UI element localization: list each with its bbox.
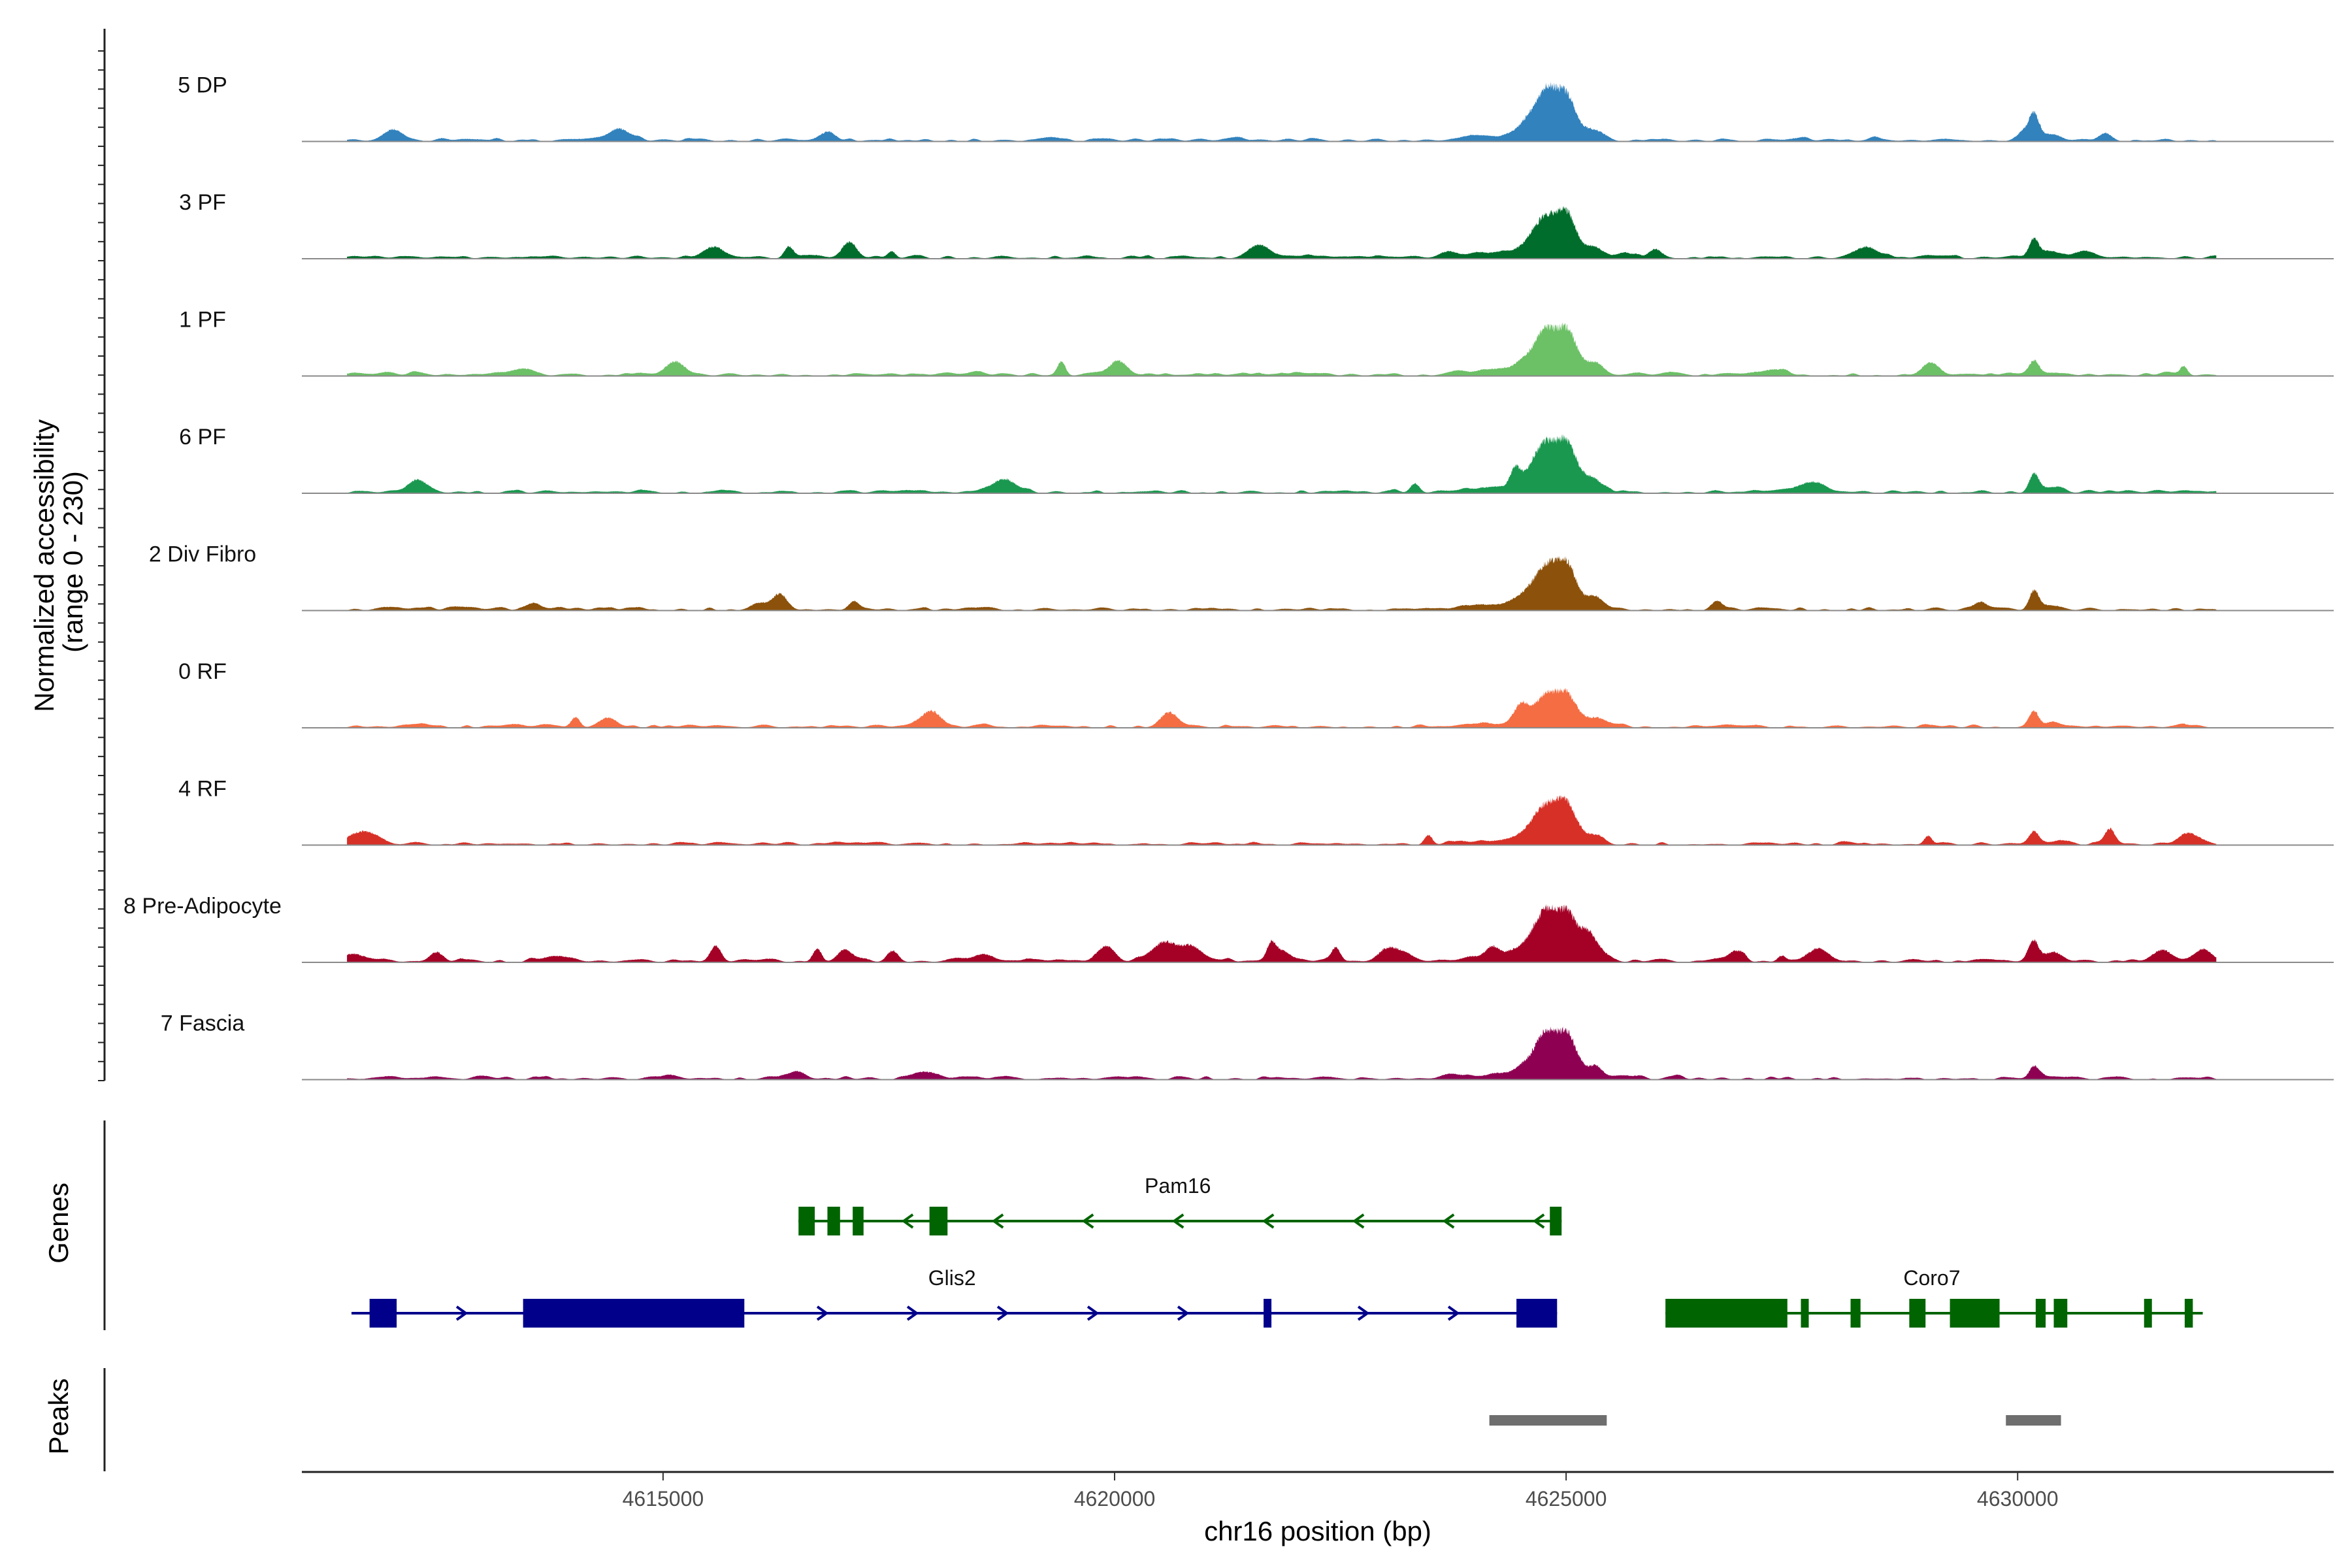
exon <box>798 1207 815 1235</box>
exon <box>929 1207 948 1235</box>
strand-arrow <box>1442 1213 1455 1229</box>
axes: 4615000 4620000 4625000 4630000 <box>98 29 2334 1511</box>
coverage-area <box>347 82 2217 142</box>
coverage-area <box>347 1026 2217 1080</box>
gene-label: Pam16 <box>1145 1174 1211 1198</box>
strand-arrow <box>1532 1213 1545 1229</box>
exon <box>2144 1299 2152 1328</box>
strand-arrow <box>1081 1213 1094 1229</box>
track-label: 4 RF <box>178 777 227 802</box>
track-label: 5 DP <box>178 73 227 98</box>
exon <box>827 1207 840 1235</box>
coverage-area <box>347 556 2217 611</box>
track-label: 7 Fascia <box>161 1011 245 1036</box>
strand-arrow <box>455 1305 468 1321</box>
track-3-pf: 3 PF <box>179 190 2334 259</box>
coverage-area <box>347 688 2217 728</box>
strand-arrow <box>996 1305 1009 1321</box>
track-0-rf: 0 RF <box>178 659 2334 728</box>
x-tick-label: 4615000 <box>623 1487 704 1511</box>
peaks-panel <box>1489 1415 2061 1426</box>
coverage-area <box>347 904 2217 962</box>
gene-coro7: Coro7 <box>1665 1266 2203 1328</box>
x-tick-label: 4625000 <box>1526 1487 1607 1511</box>
genes-panel: Pam16 Glis2 Coro7 <box>351 1174 2203 1328</box>
exon <box>1550 1207 1562 1235</box>
exon <box>2184 1299 2193 1328</box>
strand-arrow <box>816 1305 829 1321</box>
y-axis-title: Normalized accessibility (range 0 - 230) <box>29 412 88 712</box>
strand-arrow <box>1086 1305 1100 1321</box>
y-axis-title-line1: Normalized accessibility <box>29 419 59 712</box>
gene-pam16: Pam16 <box>798 1174 1562 1235</box>
track-8-pre-adipocyte: 8 Pre-Adipocyte <box>123 894 2334 963</box>
exon <box>2053 1299 2068 1328</box>
peaks-panel-title: Peaks <box>43 1379 74 1455</box>
coverage-area <box>347 322 2217 376</box>
y-axis-title-line2: (range 0 - 230) <box>57 471 88 653</box>
exon <box>1850 1299 1861 1328</box>
gene-glis2: Glis2 <box>351 1266 1558 1328</box>
strand-arrow <box>901 1213 914 1229</box>
strand-arrow <box>991 1213 1004 1229</box>
track-5-dp: 5 DP <box>178 73 2334 142</box>
track-label: 2 Div Fibro <box>149 542 256 567</box>
strand-arrow <box>1447 1305 1460 1321</box>
coverage-area <box>347 434 2217 493</box>
coverage-tracks: 5 DP 3 PF 1 PF 6 PF 2 Div Fibro 0 RF 4 RF 8 Pre… <box>123 73 2334 1081</box>
exon <box>2035 1299 2046 1328</box>
track-label: 6 PF <box>179 425 226 449</box>
genes-panel-title: Genes <box>43 1183 74 1264</box>
track-2-div-fibro: 2 Div Fibro <box>149 542 2334 612</box>
peak-region <box>1489 1415 1607 1426</box>
strand-arrow <box>1171 1213 1184 1229</box>
x-tick-label: 4620000 <box>1074 1487 1156 1511</box>
track-6-pf: 6 PF <box>179 425 2334 494</box>
strand-arrow <box>1352 1213 1365 1229</box>
peak-region <box>2006 1415 2061 1426</box>
exon <box>853 1207 864 1235</box>
gene-label: Coro7 <box>1903 1266 1960 1290</box>
exon <box>523 1299 745 1328</box>
strand-arrow <box>1262 1213 1275 1229</box>
strand-arrow <box>906 1305 919 1321</box>
track-4-rf: 4 RF <box>178 777 2334 846</box>
exon <box>1264 1299 1272 1328</box>
exon <box>1950 1299 2000 1328</box>
exon <box>1909 1299 1926 1328</box>
track-label: 1 PF <box>179 308 226 333</box>
track-label: 0 RF <box>178 659 227 684</box>
coverage-area <box>347 794 2217 845</box>
track-7-fascia: 7 Fascia <box>161 1011 2334 1081</box>
exon <box>1665 1299 1788 1328</box>
strand-arrow <box>1177 1305 1190 1321</box>
coverage-area <box>347 206 2217 259</box>
track-1-pf: 1 PF <box>179 308 2334 377</box>
strand-arrow <box>1357 1305 1370 1321</box>
x-tick-label: 4630000 <box>1977 1487 2059 1511</box>
track-label: 3 PF <box>179 190 226 215</box>
x-axis-title: chr16 position (bp) <box>1204 1516 1431 1546</box>
exon <box>1801 1299 1809 1328</box>
track-label: 8 Pre-Adipocyte <box>123 894 282 919</box>
exon <box>369 1299 397 1328</box>
exon <box>1516 1299 1558 1328</box>
gene-label: Glis2 <box>928 1266 976 1290</box>
